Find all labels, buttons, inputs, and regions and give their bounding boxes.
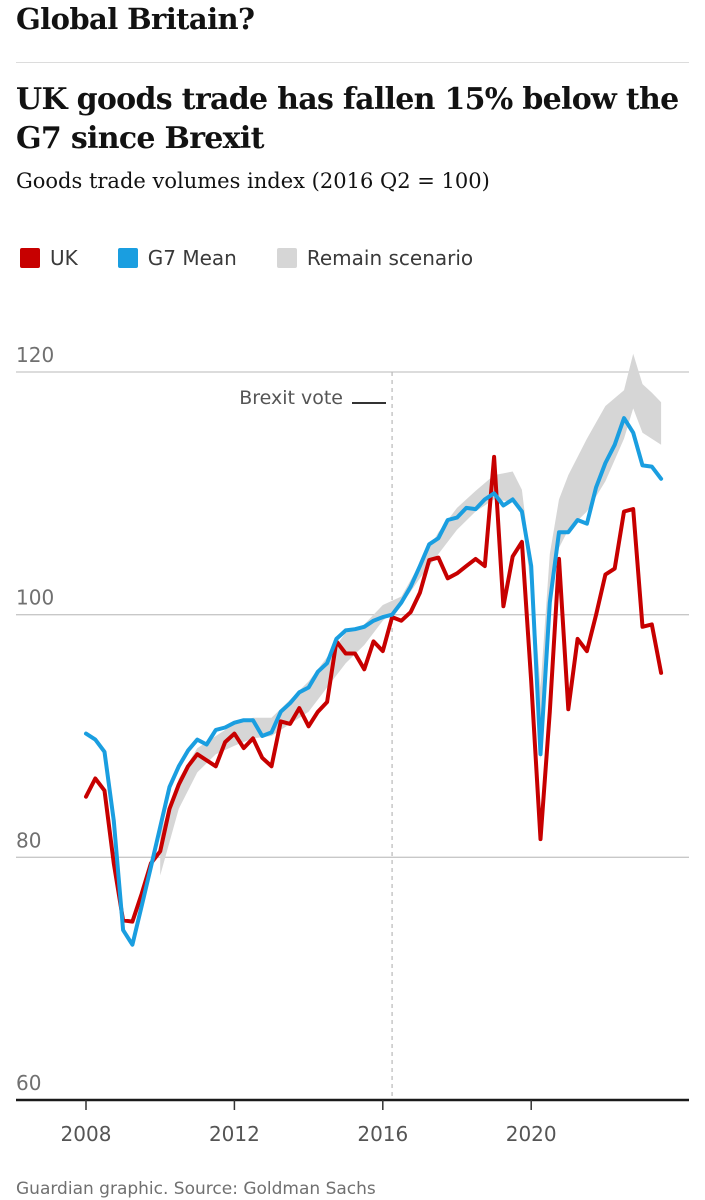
- y-tick-label-60: 60: [16, 1071, 41, 1095]
- legend-item-remain-scenario: Remain scenario: [276, 246, 474, 270]
- legend-item-g7-mean: G7 Mean: [117, 246, 237, 270]
- brexit-vote-label: Brexit vote: [239, 387, 343, 409]
- legend-label-uk: UK: [50, 246, 78, 270]
- series-line-uk: [84, 454, 664, 924]
- legend-label-remain-scenario: Remain scenario: [306, 246, 474, 270]
- y-tick-label-100: 100: [16, 586, 54, 610]
- legend-item-uk: UK: [20, 246, 78, 270]
- series-line-g7-mean: [84, 416, 664, 947]
- x-tick-label-2012: 2012: [209, 1122, 260, 1146]
- source-credit: Guardian graphic. Source: Goldman Sachs: [16, 1179, 376, 1199]
- header-rule: [16, 62, 689, 63]
- y-tick-label-80: 80: [16, 828, 41, 852]
- line-chart: 60 80 100 120 Brexit vote 2008 2012 2016 2020: [16, 343, 689, 1146]
- legend-label-g7-mean: G7 Mean: [147, 246, 237, 270]
- x-tick-label-2008: 2008: [61, 1122, 112, 1146]
- y-tick-label-120: 120: [16, 343, 54, 367]
- chart-title: UK goods trade has fallen 15% below the …: [16, 82, 679, 156]
- legend: UK G7 Mean Remain scenario: [20, 246, 513, 270]
- chart-subtitle: Goods trade volumes index (2016 Q2 = 100…: [16, 169, 490, 193]
- legend-swatch-g7-mean: [117, 248, 138, 268]
- legend-swatch-uk: [20, 248, 40, 268]
- remain-scenario-band: [160, 353, 662, 876]
- x-tick-label-2020: 2020: [506, 1122, 557, 1146]
- kicker-heading: Global Britain?: [16, 2, 255, 36]
- legend-swatch-remain-scenario: [276, 248, 297, 268]
- x-tick-label-2016: 2016: [357, 1122, 408, 1146]
